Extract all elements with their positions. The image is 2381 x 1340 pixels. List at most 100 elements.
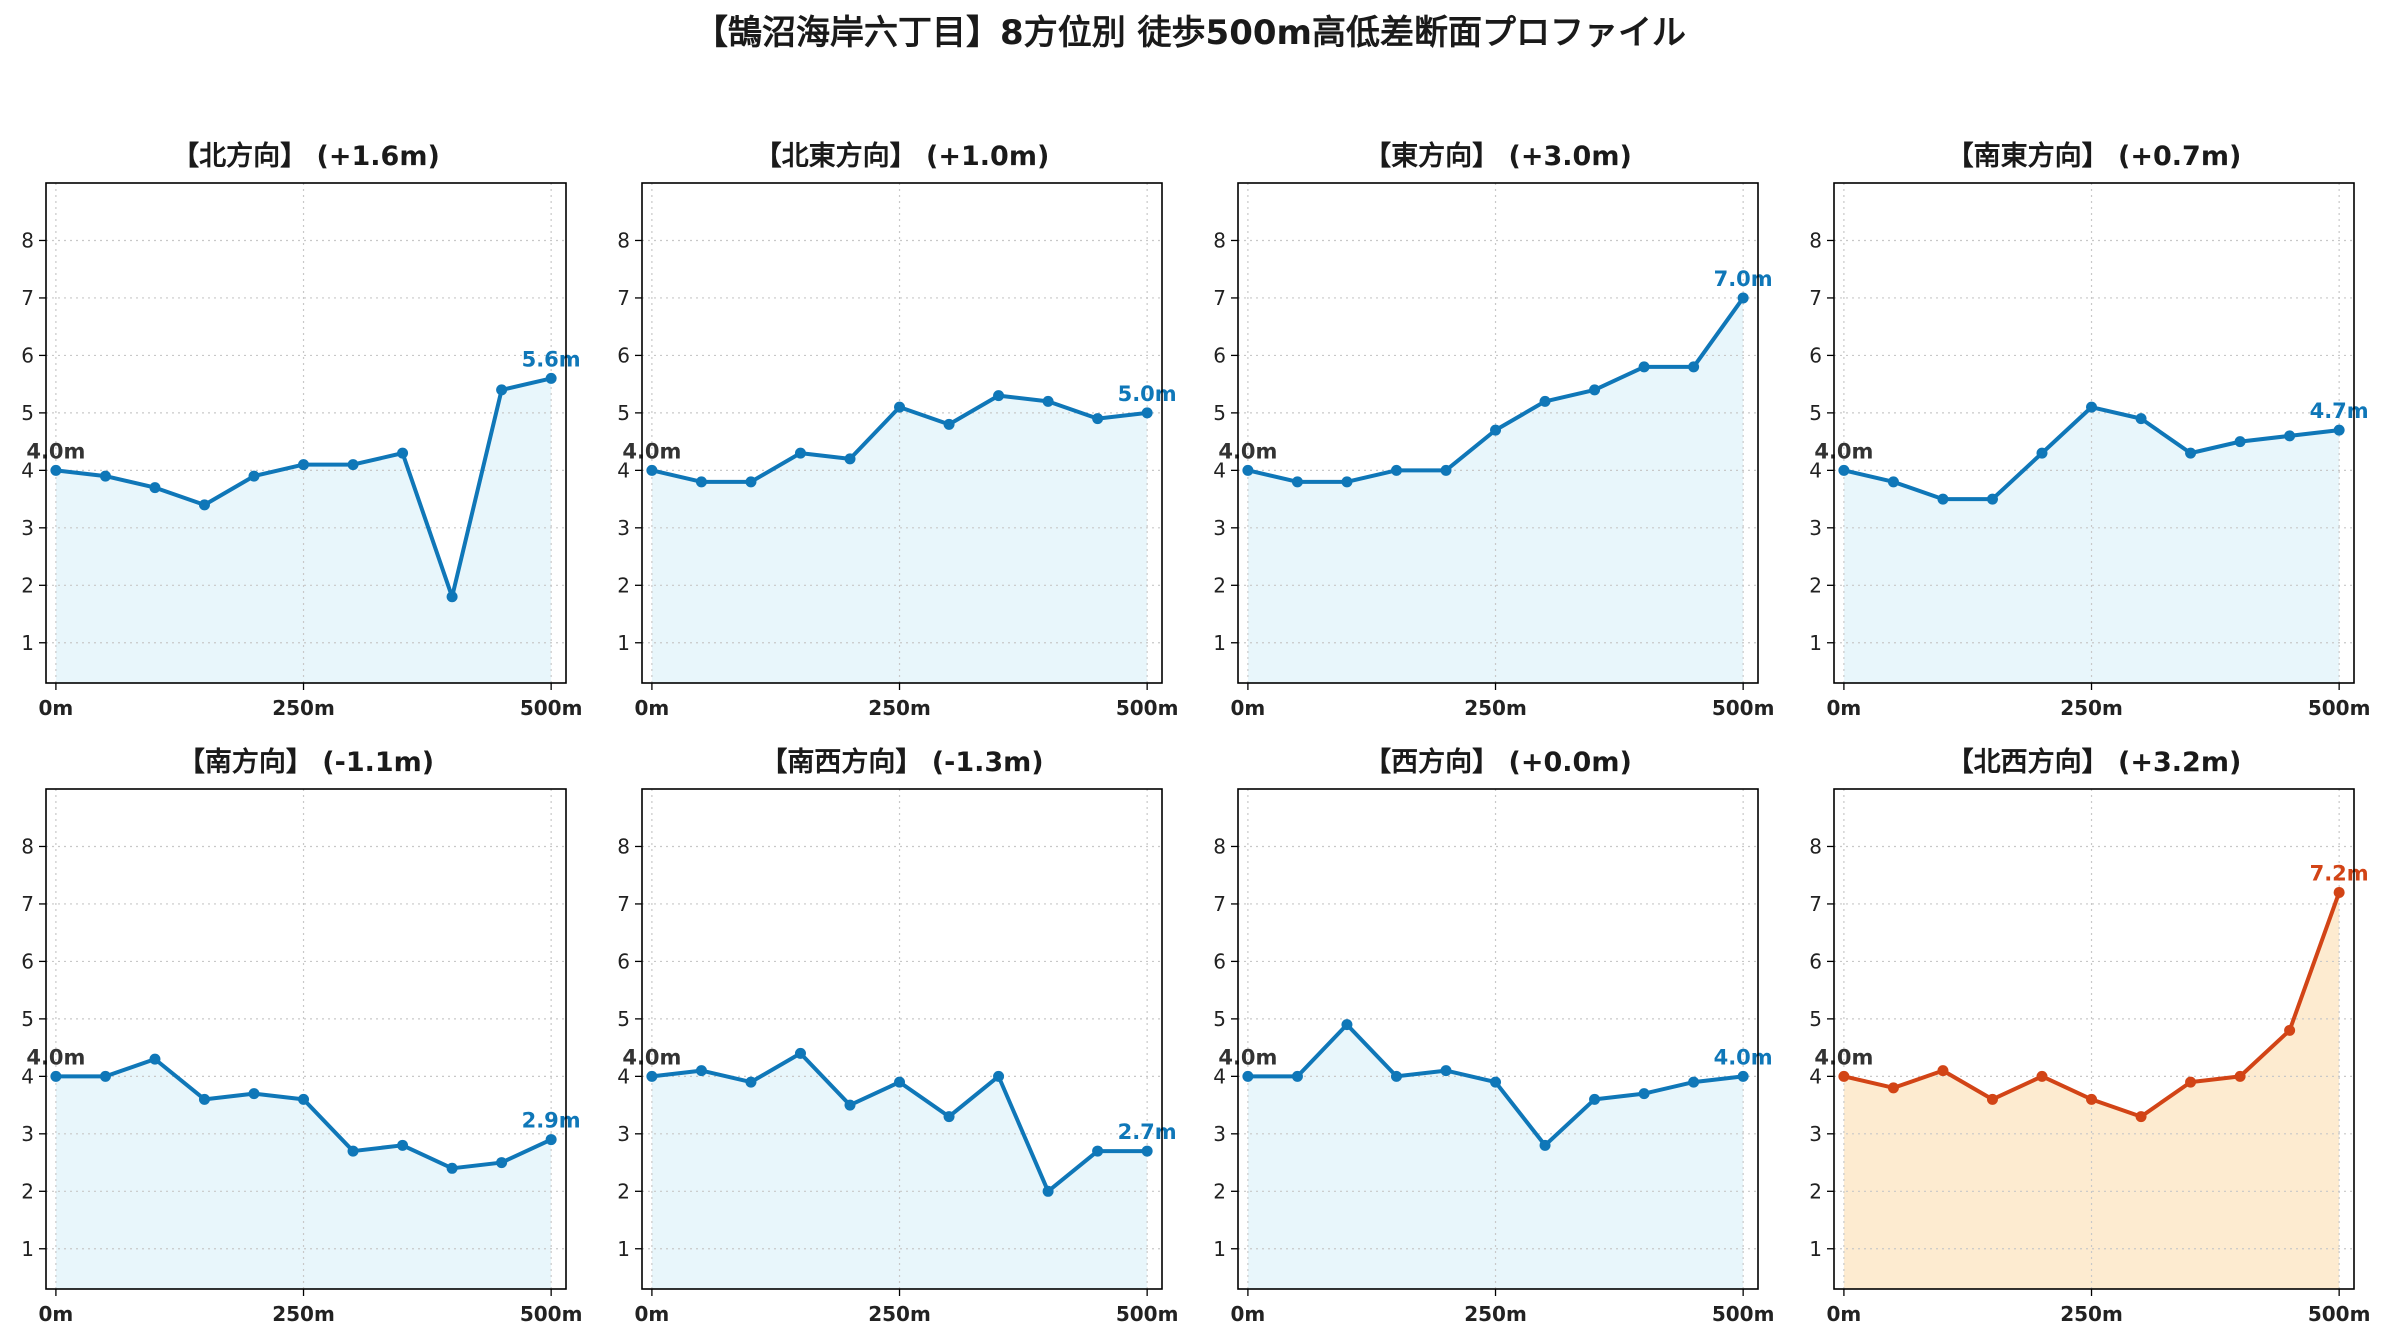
data-point [298, 1093, 310, 1105]
y-tick-label: 6 [21, 949, 34, 973]
x-tick-label: 0m [39, 1302, 74, 1326]
y-tick-label: 3 [617, 1122, 630, 1146]
y-tick-label: 7 [21, 892, 34, 916]
data-point [2333, 886, 2345, 898]
y-tick-label: 1 [21, 1237, 34, 1261]
y-tick-label: 8 [21, 228, 34, 252]
x-tick-label: 250m [2060, 1302, 2123, 1326]
data-point [198, 499, 210, 511]
y-tick-label: 1 [1809, 631, 1822, 655]
x-tick-label: 500m [1116, 1302, 1179, 1326]
y-tick-label: 4 [1213, 458, 1226, 482]
data-point [943, 1111, 955, 1123]
y-tick-label: 5 [21, 401, 34, 425]
y-tick-label: 8 [21, 834, 34, 858]
data-point [1141, 407, 1153, 419]
y-tick-label: 6 [617, 343, 630, 367]
x-tick-label: 500m [520, 696, 583, 720]
x-tick-label: 500m [2308, 696, 2371, 720]
data-point [2036, 447, 2048, 459]
end-label: 4.0m [1714, 1045, 1773, 1069]
data-point [298, 459, 310, 471]
data-point [2284, 430, 2296, 442]
y-tick-label: 8 [1809, 228, 1822, 252]
y-tick-label: 8 [1809, 834, 1822, 858]
data-point [248, 1088, 260, 1100]
panel-title: 【北東方向】 (+1.0m) [755, 140, 1050, 172]
data-point [2234, 436, 2246, 448]
data-point [1092, 1145, 1104, 1157]
y-tick-label: 6 [1213, 949, 1226, 973]
panel-title: 【西方向】 (+0.0m) [1364, 746, 1632, 778]
data-point [1490, 1076, 1502, 1088]
y-tick-label: 7 [21, 286, 34, 310]
y-tick-label: 3 [21, 516, 34, 540]
data-point [1141, 1145, 1153, 1157]
end-label: 7.2m [2310, 861, 2369, 885]
panel-5: 【南方向】 (-1.1m) 1 2 3 4 5 6 7 8 0m 250m 500m 4.0m 2.9m [21, 746, 582, 1326]
data-point [496, 1157, 508, 1169]
end-label: 5.0m [1118, 382, 1177, 406]
data-point [1092, 413, 1104, 425]
panel-6: 【南西方向】 (-1.3m) 1 2 3 4 5 6 7 8 0m 250m 500m 4.0m 2.7m [617, 746, 1178, 1326]
end-label: 2.9m [522, 1109, 581, 1133]
y-tick-label: 5 [617, 401, 630, 425]
data-point [695, 1065, 707, 1077]
x-tick-label: 0m [1827, 1302, 1862, 1326]
y-tick-label: 2 [1213, 573, 1226, 597]
y-tick-label: 4 [21, 1064, 34, 1088]
y-tick-label: 4 [1213, 1064, 1226, 1088]
x-tick-label: 250m [1464, 696, 1527, 720]
data-point [397, 447, 409, 459]
data-point [1638, 1088, 1650, 1100]
axes-frame [1237, 182, 1759, 684]
y-tick-label: 3 [1213, 516, 1226, 540]
data-point [1341, 1019, 1353, 1031]
y-tick-label: 5 [1809, 401, 1822, 425]
data-point [1390, 1070, 1402, 1082]
panel-8: 【北西方向】 (+3.2m) 1 2 3 4 5 6 7 8 0m 250m 500m 4.0m 7.2m [1809, 746, 2370, 1326]
data-point [1937, 493, 1949, 505]
data-point [844, 1099, 856, 1111]
data-point [993, 390, 1005, 402]
start-label: 4.0m [1814, 1045, 1873, 1069]
data-point [50, 1070, 62, 1082]
y-tick-label: 7 [617, 892, 630, 916]
x-tick-label: 500m [520, 1302, 583, 1326]
main-title: 【鵠沼海岸六丁目】8方位別 徒歩500m高低差断面プロファイル [694, 13, 1686, 53]
y-tick-label: 4 [1809, 1064, 1822, 1088]
y-tick-label: 4 [617, 458, 630, 482]
data-point [545, 1134, 557, 1146]
start-label: 4.0m [1218, 439, 1277, 463]
data-point [943, 418, 955, 430]
end-label: 2.7m [1118, 1120, 1177, 1144]
y-tick-label: 1 [1213, 631, 1226, 655]
panel-title: 【南西方向】 (-1.3m) [760, 746, 1043, 778]
y-tick-label: 2 [617, 1179, 630, 1203]
y-tick-label: 6 [1809, 343, 1822, 367]
data-point [2086, 1093, 2098, 1105]
axes-frame [641, 182, 1163, 684]
data-point [1589, 384, 1601, 396]
panel-3: 【東方向】 (+3.0m) 1 2 3 4 5 6 7 8 0m 250m 500m 4.0m 7.0m [1213, 140, 1774, 720]
y-tick-label: 7 [1809, 286, 1822, 310]
area-fill [55, 378, 552, 683]
data-point [1539, 1139, 1551, 1151]
panel-title: 【南東方向】 (+0.7m) [1947, 140, 2242, 172]
data-point [1539, 395, 1551, 407]
axes-frame [1833, 788, 2355, 1290]
axes-frame [1833, 182, 2355, 684]
data-point [794, 447, 806, 459]
data-point [1838, 464, 1850, 476]
data-point [2185, 447, 2197, 459]
data-point [149, 1053, 161, 1065]
x-tick-label: 0m [39, 696, 74, 720]
y-tick-label: 5 [1809, 1007, 1822, 1031]
data-point [646, 464, 658, 476]
y-tick-label: 5 [1213, 1007, 1226, 1031]
data-point [1638, 361, 1650, 373]
data-point [198, 1093, 210, 1105]
data-point [1887, 1082, 1899, 1094]
